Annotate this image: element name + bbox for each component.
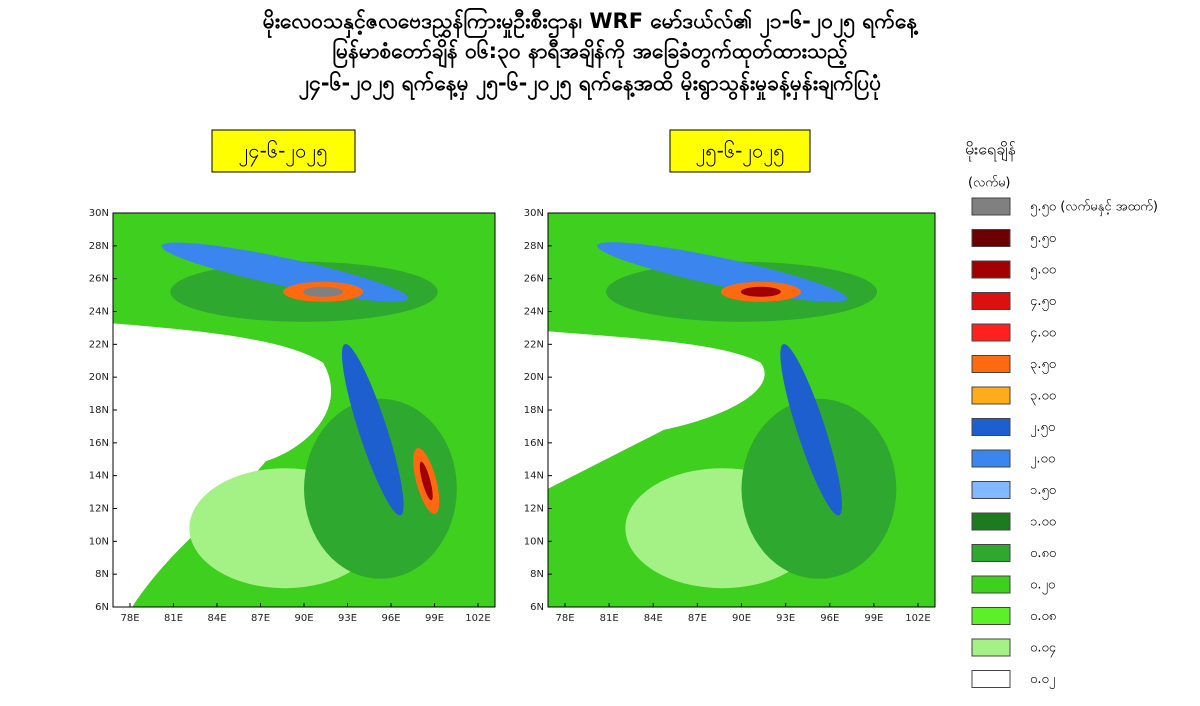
y-tick-label: 14N <box>89 471 109 482</box>
y-tick-label: 12N <box>524 504 544 515</box>
legend-label: ၅.၅၀ (လက်မနှင့် အထက်) <box>1030 199 1158 217</box>
intense-core <box>419 461 433 501</box>
x-tick-label: 90E <box>294 613 313 624</box>
heavy-band <box>780 343 842 516</box>
heavy-band <box>341 343 404 516</box>
x-tick-label: 90E <box>732 613 751 624</box>
legend-label: ၂.၅၀ <box>1030 420 1055 437</box>
x-tick-label: 84E <box>644 613 663 624</box>
y-tick-label: 6N <box>95 602 109 613</box>
x-tick-label: 99E <box>425 613 444 624</box>
y-tick-label: 20N <box>89 372 109 383</box>
date-box <box>669 129 811 173</box>
legend-swatch <box>971 607 1011 625</box>
y-tick-label: 16N <box>524 438 544 449</box>
legend-title: မိုးရေချိန် <box>965 140 1016 162</box>
legend-label: ၁.၀၀ <box>1030 515 1056 530</box>
x-tick-label: 87E <box>251 613 270 624</box>
legend-label: ၃.၅၀ <box>1030 357 1056 374</box>
y-tick-label: 22N <box>89 339 109 350</box>
map-area <box>548 213 935 607</box>
legend-label: ၀.၀၄ <box>1030 641 1057 658</box>
y-tick-label: 26N <box>524 274 544 285</box>
legend-swatch <box>971 481 1011 499</box>
x-tick-label: 81E <box>600 613 619 624</box>
legend-swatch <box>971 544 1011 562</box>
y-tick-label: 6N <box>530 602 544 613</box>
intense-core <box>740 286 781 297</box>
y-tick-label: 28N <box>524 241 544 252</box>
panel-label: ၂၄-၆-၂၀၂၅ <box>239 139 328 167</box>
dry-area <box>113 323 332 607</box>
x-tick-label: 84E <box>207 613 226 624</box>
legend-swatch <box>971 449 1011 468</box>
title-line: မြန်မာစံတော်ချိန် ၀၆:၃၀ နာရီအချိန်ကို အခ… <box>332 36 847 69</box>
y-tick-label: 20N <box>524 372 544 383</box>
x-tick-label: 87E <box>688 613 707 624</box>
y-tick-label: 22N <box>524 339 544 350</box>
legend-label: ၀.၀၈ <box>1030 609 1056 624</box>
x-tick-label: 102E <box>465 613 490 624</box>
legend-swatch <box>971 197 1011 216</box>
x-tick-label: 81E <box>164 613 183 624</box>
legend-label: ၀.၀၂ <box>1030 672 1055 689</box>
moderate-rain <box>304 398 457 579</box>
y-tick-label: 16N <box>89 438 109 449</box>
maps: 78E 81E 84E 87E 90E 93E 96E 99E 102E 30N 28N 26N 24N… <box>89 208 936 624</box>
x-tick-label: 102E <box>905 613 930 624</box>
x-tick-label: 96E <box>820 613 839 624</box>
legend-label: ၅.၅၀ <box>1030 231 1056 248</box>
legend-label: ၄.၅၀ <box>1030 294 1056 311</box>
x-tick-label: 78E <box>555 613 574 624</box>
legend: ၅.၅၀ (လက်မနှင့် အထက်) ၅.၅၀၅.၀၀၄.၅၀၄.၀၀၃.၅… <box>971 197 1158 689</box>
y-tick-label: 18N <box>89 405 109 416</box>
date-box <box>211 129 356 173</box>
legend-label: ၄.၀၀ <box>1030 326 1056 343</box>
x-tick-label: 78E <box>120 613 139 624</box>
y-tick-label: 8N <box>95 569 109 580</box>
x-tick-label: 93E <box>338 613 357 624</box>
y-tick-label: 18N <box>524 405 544 416</box>
legend-swatch <box>971 575 1011 594</box>
x-tick-label: 99E <box>864 613 883 624</box>
legend-swatch <box>971 292 1011 310</box>
legend-swatch <box>971 229 1011 247</box>
legend-swatch <box>971 323 1011 342</box>
title-line: မိုးလေဝသနှင့်ဇလဗေဒညွှန်ကြားမှုဦးစီးဌာန၊ … <box>263 6 920 39</box>
panel-label: ၂၅-၆-၂၀၂၅ <box>696 139 785 167</box>
legend-label: ၀.၂၀ <box>1030 578 1055 595</box>
legend-swatch <box>971 638 1011 657</box>
legend-swatch <box>971 670 1011 688</box>
legend-label: ၅.၀၀ <box>1030 263 1056 280</box>
y-tick-label: 8N <box>530 569 544 580</box>
legend-swatch <box>971 418 1011 436</box>
y-tick-label: 28N <box>89 241 109 252</box>
y-tick-label: 10N <box>524 536 544 547</box>
x-tick-label: 93E <box>776 613 795 624</box>
x-tick-label: 96E <box>381 613 400 624</box>
title-line: ၂၄-၆-၂၀၂၅ ရက်နေ့မှ ၂၅-၆-၂၀၂၅ ရက်နေ့အထိ မ… <box>299 68 881 101</box>
legend-swatch <box>971 260 1011 279</box>
y-tick-label: 12N <box>89 504 109 515</box>
legend-label: ၂.၀၀ <box>1030 452 1055 469</box>
y-tick-label: 26N <box>89 274 109 285</box>
y-tick-label: 30N <box>524 208 544 219</box>
legend-unit: (လက်မ) <box>968 175 1010 191</box>
intense-core <box>303 286 344 297</box>
legend-swatch <box>971 512 1011 531</box>
map-area <box>113 213 495 607</box>
legend-label: ၃.၀၀ <box>1030 389 1056 406</box>
legend-swatch <box>971 386 1011 405</box>
legend-label: ၁.၅၀ <box>1030 483 1056 500</box>
legend-label: ၀.၈၀ <box>1030 546 1056 561</box>
legend-swatch <box>971 355 1011 373</box>
y-tick-label: 24N <box>89 307 109 318</box>
y-tick-label: 10N <box>89 536 109 547</box>
dry-area <box>548 331 765 489</box>
y-tick-label: 14N <box>524 471 544 482</box>
y-tick-label: 24N <box>524 307 544 318</box>
moderate-rain <box>741 398 897 579</box>
y-tick-label: 30N <box>89 208 109 219</box>
